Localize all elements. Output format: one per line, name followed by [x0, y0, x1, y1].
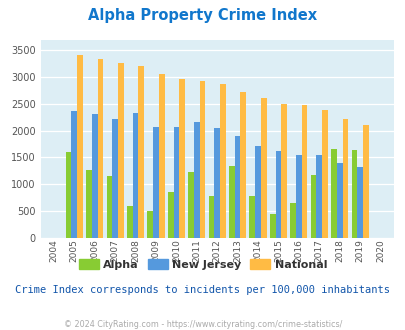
Bar: [330, 149, 336, 238]
Bar: [92, 114, 97, 238]
Bar: [132, 114, 138, 238]
Bar: [281, 104, 286, 238]
Bar: [315, 155, 321, 238]
Bar: [138, 66, 144, 238]
Bar: [66, 152, 71, 238]
Bar: [199, 81, 205, 238]
Bar: [356, 168, 362, 238]
Bar: [71, 111, 77, 238]
Bar: [208, 196, 214, 238]
Bar: [97, 59, 103, 238]
Bar: [240, 91, 245, 238]
Bar: [260, 98, 266, 238]
Bar: [362, 125, 368, 238]
Bar: [321, 110, 327, 238]
Bar: [194, 122, 199, 238]
Bar: [153, 127, 158, 238]
Bar: [179, 79, 185, 238]
Bar: [310, 175, 315, 238]
Bar: [147, 212, 153, 238]
Bar: [228, 166, 234, 238]
Bar: [188, 172, 194, 238]
Bar: [214, 128, 220, 238]
Bar: [106, 176, 112, 238]
Text: © 2024 CityRating.com - https://www.cityrating.com/crime-statistics/: © 2024 CityRating.com - https://www.city…: [64, 320, 341, 329]
Legend: Alpha, New Jersey, National: Alpha, New Jersey, National: [74, 255, 331, 274]
Bar: [342, 119, 347, 238]
Bar: [234, 136, 240, 238]
Bar: [351, 150, 356, 238]
Bar: [290, 203, 295, 238]
Bar: [173, 127, 179, 238]
Bar: [127, 206, 132, 238]
Bar: [77, 54, 83, 238]
Bar: [336, 163, 342, 238]
Text: Crime Index corresponds to incidents per 100,000 inhabitants: Crime Index corresponds to incidents per…: [15, 285, 390, 295]
Bar: [158, 74, 164, 238]
Bar: [295, 155, 301, 238]
Bar: [249, 196, 255, 238]
Bar: [112, 119, 118, 238]
Bar: [255, 146, 260, 238]
Bar: [269, 214, 275, 238]
Bar: [167, 192, 173, 238]
Bar: [301, 105, 307, 238]
Bar: [275, 151, 281, 238]
Bar: [118, 63, 124, 238]
Bar: [86, 170, 92, 238]
Text: Alpha Property Crime Index: Alpha Property Crime Index: [88, 8, 317, 23]
Bar: [220, 84, 225, 238]
